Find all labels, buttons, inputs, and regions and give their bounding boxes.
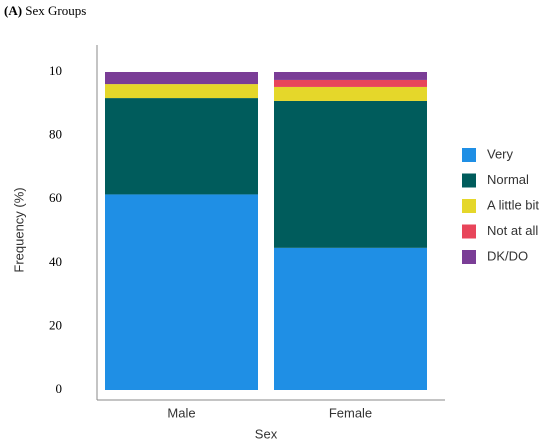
bar-segment: [274, 86, 427, 101]
legend-swatch: [462, 250, 476, 264]
bar-segment: [105, 194, 258, 390]
bar-segment: [105, 72, 258, 85]
legend-label: DK/DO: [487, 248, 528, 263]
bar-segment: [274, 72, 427, 80]
x-tick-label: Female: [329, 405, 372, 420]
legend-label: Not at all: [487, 223, 538, 238]
bar-segment: [105, 84, 258, 99]
title-text: Sex Groups: [25, 3, 86, 18]
legend-label: A little bit: [487, 197, 539, 212]
y-tick-label: 20: [49, 317, 62, 332]
y-tick-label: 80: [49, 127, 62, 142]
legend-swatch: [462, 224, 476, 239]
y-tick-label: 60: [49, 190, 62, 205]
panel-label: (A): [4, 3, 22, 18]
y-tick-label: 0: [56, 381, 63, 396]
y-axis-label: Frequency (%): [11, 187, 26, 272]
bar-segment: [274, 247, 427, 390]
x-tick-label: Male: [167, 405, 195, 420]
legend-swatch: [462, 199, 476, 213]
chart-title: (A) Sex Groups: [4, 3, 86, 18]
bar-segment: [274, 100, 427, 248]
legend-label: Very: [487, 146, 514, 161]
x-axis-label: Sex: [255, 426, 278, 441]
legend-label: Normal: [487, 172, 529, 187]
y-tick-label: 40: [49, 254, 62, 269]
y-tick-label: 10: [49, 63, 62, 78]
legend-swatch: [462, 173, 476, 188]
legend-swatch: [462, 148, 476, 162]
bar-segment: [274, 79, 427, 87]
bar-segment: [105, 98, 258, 195]
